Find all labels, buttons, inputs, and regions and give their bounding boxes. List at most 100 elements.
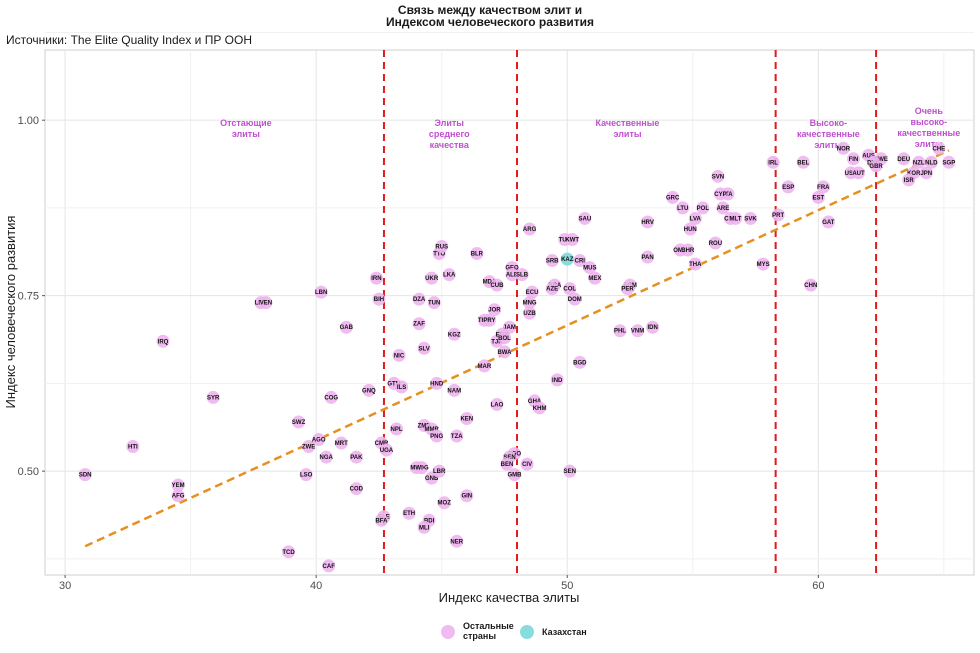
y-tick-label: 1.00	[18, 115, 39, 127]
data-point-label: PRT	[772, 213, 784, 219]
data-point-marker	[924, 155, 938, 169]
data-point-marker	[578, 211, 592, 225]
band-label-line: Очень	[915, 106, 944, 116]
data-point-marker	[470, 247, 484, 261]
data-point-marker	[563, 282, 577, 296]
data-point-label: GRC	[666, 195, 680, 201]
data-point-label: MLT	[730, 216, 742, 222]
data-point-marker	[417, 341, 431, 355]
data-point-marker	[756, 257, 770, 271]
data-point-marker	[322, 559, 336, 573]
data-point: COG	[324, 390, 338, 404]
data-point: BWA	[497, 345, 512, 359]
data-point-marker	[362, 383, 376, 397]
band-label-line: качественные	[797, 129, 860, 139]
data-point: BGD	[573, 355, 587, 369]
data-point-label: AFG	[172, 494, 185, 500]
data-point-label: DZA	[413, 297, 426, 303]
data-point-marker	[583, 261, 597, 275]
data-point-label: IND	[552, 378, 563, 384]
data-point-label: IRN	[371, 276, 381, 282]
data-point-label: ZWE	[302, 445, 315, 451]
data-point-label: JPN	[920, 171, 932, 177]
data-point-marker	[324, 390, 338, 404]
data-point-label: DOM	[568, 297, 582, 303]
data-point-label: HND	[430, 381, 444, 387]
data-point-marker	[339, 320, 353, 334]
data-point: PRY	[482, 313, 496, 327]
data-point: NER	[450, 534, 464, 548]
data-point-label: COG	[324, 395, 338, 401]
data-point: NZL	[912, 155, 926, 169]
data-point: THA	[688, 257, 702, 271]
data-point-marker	[573, 254, 587, 268]
data-point-marker	[781, 180, 795, 194]
data-point-label: MDA	[483, 280, 497, 286]
data-point-marker	[533, 401, 547, 415]
data-point: EST	[811, 190, 825, 204]
data-point-marker	[666, 190, 680, 204]
data-point-label: ZMB	[418, 424, 432, 430]
data-point-label: BEL	[797, 160, 809, 166]
data-point: ECU	[525, 285, 539, 299]
data-point-marker	[641, 250, 655, 264]
data-point-label: OMN	[673, 248, 687, 254]
data-point-label: ESP	[782, 185, 794, 191]
data-point-marker	[349, 482, 363, 496]
band-label-line: высоко-	[911, 117, 948, 127]
data-point-marker	[688, 257, 702, 271]
data-point: TCD	[282, 545, 295, 559]
data-point-marker	[314, 285, 328, 299]
band-label-line: качества	[430, 140, 470, 150]
data-point-marker	[487, 303, 501, 317]
band-label-line: элиты	[915, 139, 943, 149]
data-point-label: TTO	[433, 252, 445, 258]
data-point-marker	[425, 271, 439, 285]
data-point-marker	[942, 155, 956, 169]
data-point: HTI	[126, 440, 140, 454]
data-point-label: CHN	[804, 283, 817, 289]
data-point-label: HTI	[128, 445, 138, 451]
data-point: HUN	[683, 222, 697, 236]
data-point-marker	[708, 236, 722, 250]
legend-marker	[520, 625, 534, 639]
data-point: BHR	[681, 243, 695, 257]
data-point-label: BOL	[498, 336, 511, 342]
data-point-label: SGP	[943, 160, 956, 166]
data-point-marker	[369, 271, 383, 285]
data-point-label: COL	[563, 287, 576, 293]
data-point-marker	[869, 159, 883, 173]
data-point: CHN	[804, 278, 818, 292]
data-point: LBN	[314, 285, 328, 299]
data-point-label: BGD	[573, 360, 587, 366]
data-point-label: JOR	[488, 308, 501, 314]
data-point-marker	[646, 320, 660, 334]
legend-item-kazakhstan: Казахстан	[520, 625, 587, 639]
data-point: CIV	[520, 457, 534, 471]
data-point: LSO	[299, 468, 313, 482]
data-point-marker	[912, 155, 926, 169]
data-point-marker	[683, 222, 697, 236]
data-point-marker	[349, 450, 363, 464]
data-point-label: BFA	[375, 518, 388, 524]
data-point-label: PAK	[350, 455, 363, 461]
data-point-label: KWT	[565, 238, 579, 244]
data-point-label: CAF	[323, 564, 336, 570]
data-point: MOZ	[438, 496, 451, 510]
data-point-marker	[372, 292, 386, 306]
data-point: SAU	[578, 211, 592, 225]
data-point-label: AUT	[852, 171, 865, 177]
data-point-marker	[515, 268, 529, 282]
data-point-label: KEN	[460, 416, 473, 422]
data-point: PAK	[349, 450, 363, 464]
data-point-marker	[392, 348, 406, 362]
data-point: SDN	[78, 468, 92, 482]
data-point: JOR	[487, 303, 501, 317]
data-point: MLI	[417, 520, 431, 534]
band-label-line: качественные	[897, 128, 960, 138]
data-point-marker	[497, 331, 511, 345]
data-point-label: NIC	[394, 353, 405, 359]
data-point-marker	[500, 457, 514, 471]
data-point-label: ROU	[709, 241, 722, 247]
